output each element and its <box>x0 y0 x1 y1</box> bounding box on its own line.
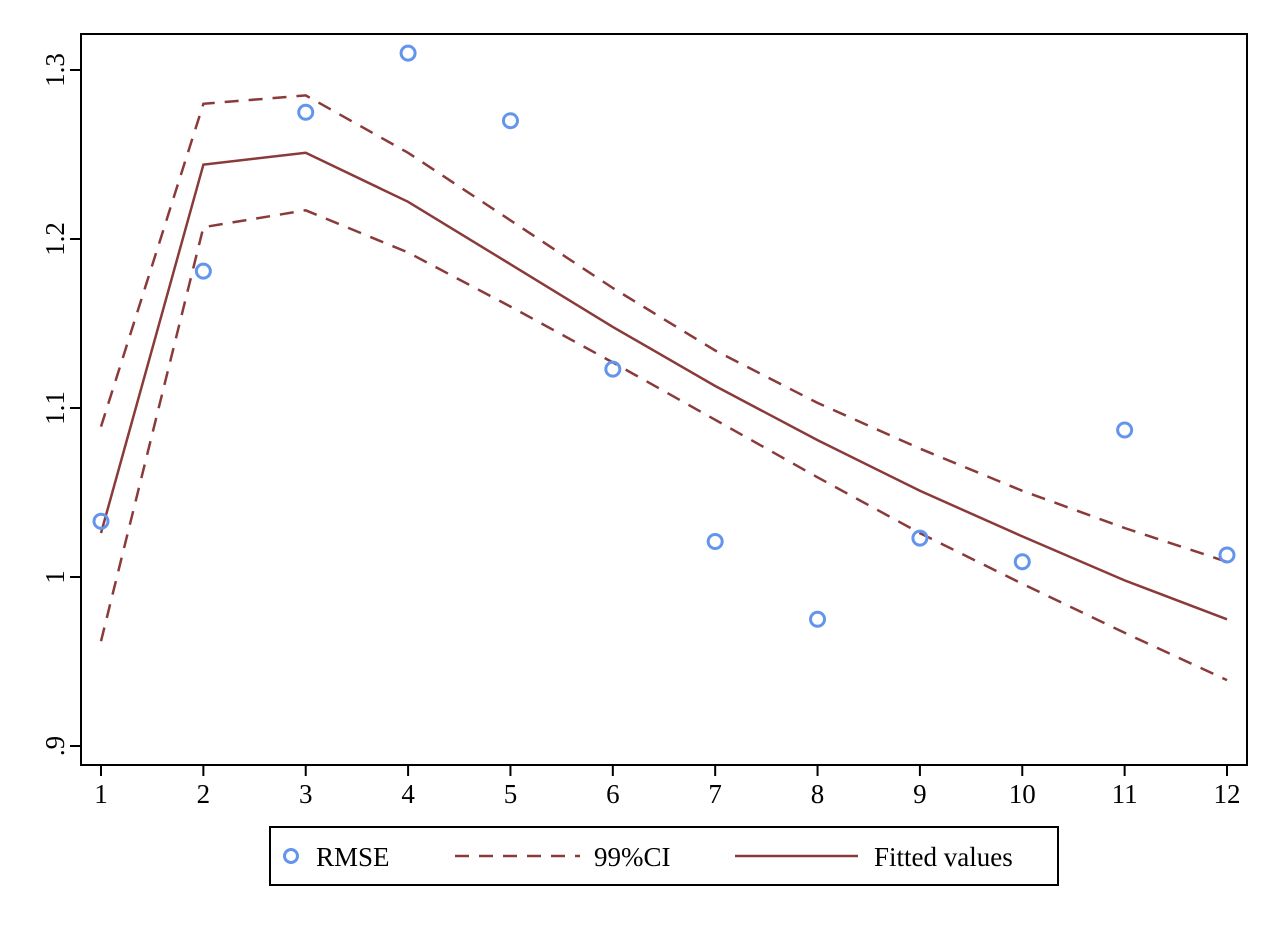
fitted-values-line <box>99 151 1228 621</box>
rmse-point <box>399 44 417 62</box>
rmse-point <box>1218 546 1236 564</box>
legend-rmse-marker <box>283 848 299 864</box>
rmse-point <box>1013 553 1031 571</box>
rmse-point <box>297 103 315 121</box>
x-tick-label: 9 <box>913 779 927 809</box>
rmse-point <box>604 360 622 378</box>
rmse-point <box>92 512 110 530</box>
y-axis: .9 1 1.1 1.2 1.3 <box>40 53 81 756</box>
rmse-point <box>501 112 519 130</box>
legend-ci-label: 99%CI <box>594 842 671 872</box>
x-tick-label: 2 <box>197 779 211 809</box>
y-tick-label: 1.1 <box>40 391 70 425</box>
legend-rmse-label: RMSE <box>316 842 390 872</box>
x-tick-label: 11 <box>1112 779 1138 809</box>
x-tick-label: 12 <box>1214 779 1241 809</box>
rmse-point <box>911 529 929 547</box>
x-tick-label: 4 <box>401 779 415 809</box>
x-axis: 1 2 3 4 5 6 7 8 9 10 11 12 <box>94 765 1241 809</box>
rmse-point <box>706 533 724 551</box>
x-tick-label: 1 <box>94 779 108 809</box>
x-tick-label: 3 <box>299 779 313 809</box>
legend: RMSE 99%CI Fitted values <box>269 826 1059 886</box>
legend-box <box>269 826 1059 886</box>
ci-lower-line <box>99 209 1228 682</box>
x-tick-label: 5 <box>504 779 518 809</box>
x-tick-label: 7 <box>708 779 722 809</box>
y-tick-label: 1.3 <box>40 53 70 87</box>
rmse-point <box>194 262 212 280</box>
x-tick-label: 10 <box>1009 779 1036 809</box>
rmse-point <box>1116 421 1134 439</box>
x-tick-label: 8 <box>811 779 825 809</box>
y-tick-label: 1 <box>40 570 70 584</box>
rmse-point <box>809 610 827 628</box>
series-layer <box>92 44 1236 682</box>
y-tick-label: .9 <box>40 736 70 756</box>
legend-fitted-label: Fitted values <box>874 842 1013 872</box>
ci-upper-line <box>99 94 1228 563</box>
plot-frame <box>80 33 1248 766</box>
x-tick-label: 6 <box>606 779 620 809</box>
y-tick-label: 1.2 <box>40 222 70 256</box>
